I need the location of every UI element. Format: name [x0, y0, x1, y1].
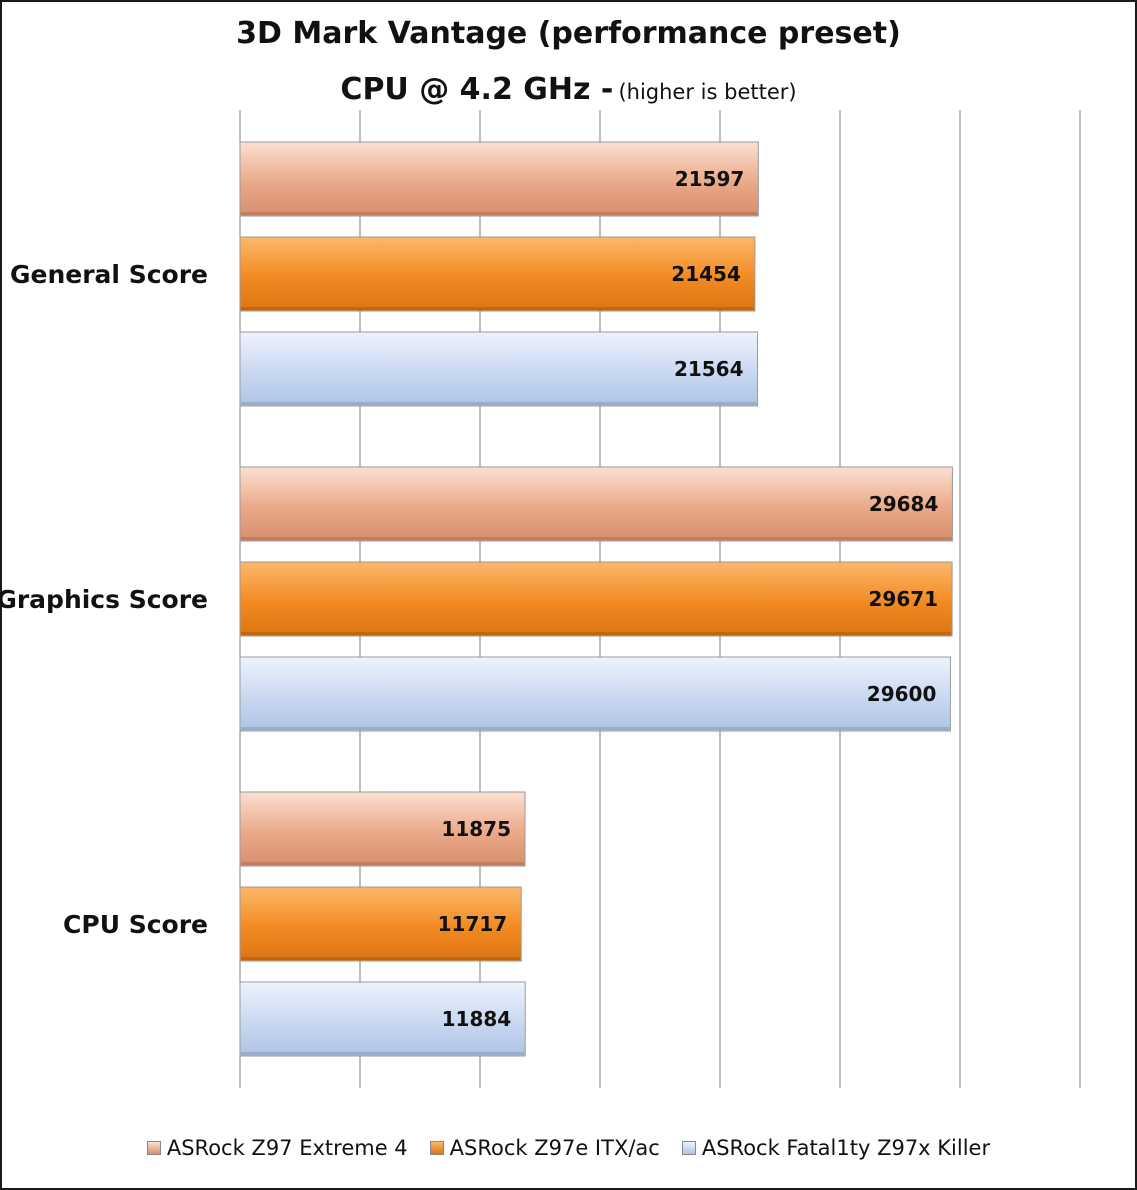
bar-bevel: [241, 727, 950, 730]
legend-swatch-1: [429, 1141, 444, 1155]
data-label: 29684: [869, 492, 939, 516]
data-label: 11875: [441, 817, 511, 841]
bar-bevel: [241, 1052, 525, 1055]
bar-bevel: [241, 402, 757, 405]
legend-item-2: ASRock Fatal1ty Z97x Killer: [681, 1136, 991, 1160]
data-label: 21597: [675, 167, 745, 191]
category-label: General Score: [10, 260, 208, 289]
bar-bevel: [241, 212, 758, 215]
data-label: 21454: [671, 262, 741, 286]
data-label: 11884: [442, 1007, 512, 1031]
category-label: Graphics Score: [0, 585, 208, 614]
legend: ASRock Z97 Extreme 4 ASRock Z97e ITX/ac …: [0, 1136, 1137, 1160]
bar-2-2: [239, 981, 526, 1057]
bar-0-1: [239, 236, 756, 312]
bar-2-0: [239, 791, 526, 867]
data-label: 21564: [674, 357, 744, 381]
labels: 21597 21454 21564 General Score 29684 29671 29…: [0, 167, 938, 1031]
category-label: CPU Score: [63, 910, 208, 939]
legend-swatch-0: [146, 1141, 161, 1155]
legend-swatch-2: [681, 1141, 696, 1155]
bar-bevel: [241, 862, 524, 865]
data-label: 29600: [867, 682, 937, 706]
bar-bevel: [241, 957, 521, 960]
data-label: 29671: [869, 587, 939, 611]
bar-bevel: [241, 307, 754, 310]
legend-label-0: ASRock Z97 Extreme 4: [166, 1136, 408, 1160]
legend-label-2: ASRock Fatal1ty Z97x Killer: [701, 1136, 991, 1160]
bar-0-2: [239, 331, 759, 407]
chart-subtitle: CPU @ 4.2 GHz - (higher is better): [0, 72, 1137, 107]
chart-subtitle-note: (higher is better): [618, 80, 797, 104]
bar-bevel: [241, 537, 952, 540]
legend-item-0: ASRock Z97 Extreme 4: [146, 1136, 408, 1160]
bar-2-1: [239, 886, 522, 962]
bar-bevel: [241, 632, 952, 635]
legend-label-1: ASRock Z97e ITX/ac: [449, 1136, 660, 1160]
bar-1-1: [239, 561, 953, 637]
bar-1-2: [239, 656, 951, 732]
data-label: 11717: [438, 912, 508, 936]
bar-1-0: [239, 466, 953, 542]
chart-subtitle-main: CPU @ 4.2 GHz -: [340, 72, 614, 107]
bars: [239, 141, 953, 1057]
chart-title: 3D Mark Vantage (performance preset): [236, 16, 901, 51]
bar-0-0: [239, 141, 759, 217]
legend-item-1: ASRock Z97e ITX/ac: [429, 1136, 660, 1160]
